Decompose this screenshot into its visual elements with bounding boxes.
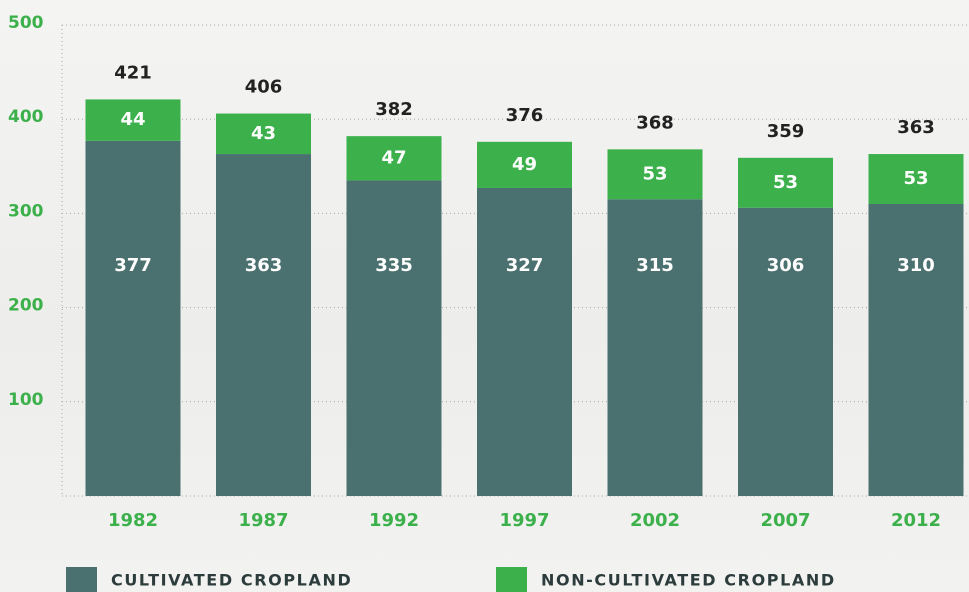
y-tick-label: 500 [8,13,44,33]
legend-swatch [496,567,527,592]
bar-segment [346,136,442,181]
y-tick-label: 100 [8,390,44,410]
x-tick-label: 1992 [369,510,419,531]
total-label: 363 [897,117,935,138]
total-label: 382 [375,99,413,120]
y-tick-label: 400 [8,107,44,127]
value-label: 377 [114,255,152,276]
bar-segment [346,180,442,496]
value-label: 43 [251,123,276,144]
y-tick-label: 300 [8,201,44,221]
value-label: 47 [381,147,406,168]
bar-segment [85,140,181,496]
x-tick-label: 2012 [891,510,941,531]
bar-segment [868,154,964,204]
total-label: 376 [506,105,544,126]
legend-label: NON-CULTIVATED CROPLAND [541,571,836,590]
value-label: 310 [897,255,935,276]
legend-label: CULTIVATED CROPLAND [111,571,352,590]
bar-segment [738,157,833,208]
bar-segment [216,113,311,155]
y-tick-label: 200 [8,296,44,316]
bar-segment [477,187,572,496]
x-tick-label: 2002 [630,510,680,531]
bar-segment [607,149,703,200]
bar-segment [738,207,833,497]
bar-segment [477,141,572,188]
value-label: 53 [903,168,928,189]
bar-segment [868,203,964,497]
value-label: 53 [773,172,798,193]
value-label: 315 [636,255,674,276]
total-label: 359 [767,121,805,142]
x-tick-label: 1997 [499,510,549,531]
value-label: 335 [375,255,413,276]
total-label: 421 [114,62,152,83]
x-tick-label: 1987 [238,510,288,531]
value-label: 327 [506,255,544,276]
value-label: 306 [767,255,805,276]
legend-swatch [66,567,97,592]
value-label: 53 [642,163,667,184]
total-label: 406 [245,77,283,98]
value-label: 49 [512,154,537,175]
bar-segment [85,99,181,141]
x-tick-label: 2007 [760,510,810,531]
value-label: 44 [120,109,145,130]
x-tick-label: 1982 [108,510,158,531]
bar-segment [216,154,311,496]
total-label: 368 [636,112,674,133]
value-label: 363 [245,255,283,276]
bar-segment [607,199,703,496]
